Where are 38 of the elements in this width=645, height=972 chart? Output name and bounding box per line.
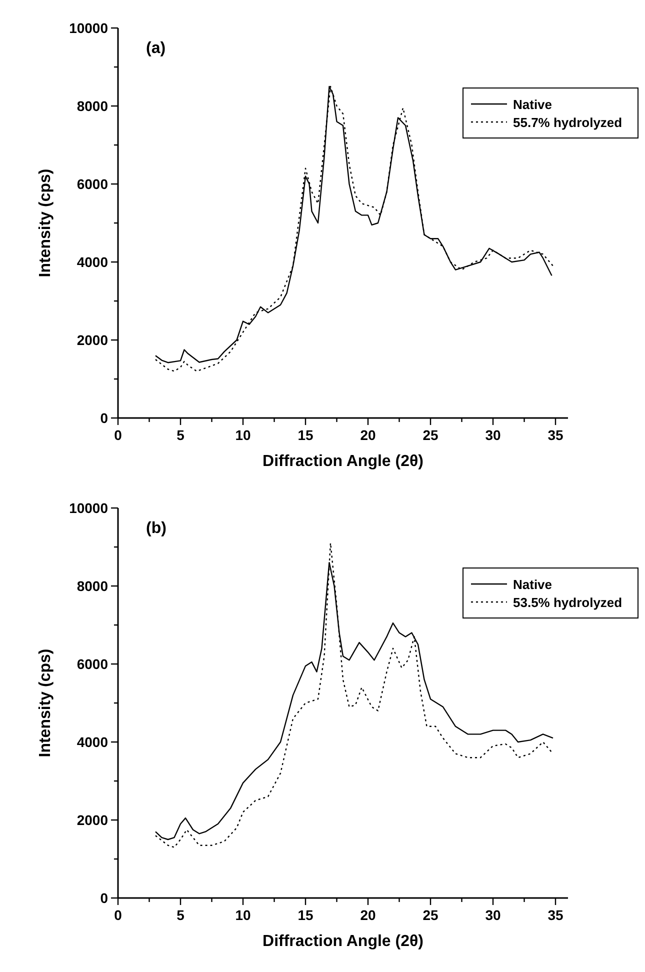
y-tick-label: 2000	[76, 332, 108, 348]
y-tick-label: 6000	[76, 656, 108, 672]
x-tick-label: 20	[360, 427, 376, 443]
y-axis-title: Intensity (cps)	[37, 168, 54, 278]
x-tick-label: 5	[176, 427, 185, 443]
legend-label: 53.5% hydrolyzed	[513, 595, 622, 610]
x-axis-title: Diffraction Angle (2θ)	[262, 453, 424, 470]
y-tick-label: 4000	[76, 254, 108, 270]
x-tick-label: 15	[298, 427, 314, 443]
annotation: (b)	[146, 520, 166, 537]
x-tick-label: 10	[235, 907, 251, 923]
x-tick-label: 30	[485, 427, 501, 443]
legend-label: 55.7% hydrolyzed	[513, 115, 622, 130]
x-tick-label: 35	[548, 907, 564, 923]
annotation: (a)	[146, 40, 166, 57]
x-tick-label: 30	[485, 907, 501, 923]
y-axis-title: Intensity (cps)	[37, 648, 54, 758]
x-axis-title: Diffraction Angle (2θ)	[262, 933, 424, 950]
y-tick-label: 0	[100, 410, 108, 426]
y-tick-label: 8000	[76, 578, 108, 594]
y-tick-label: 10000	[69, 500, 108, 516]
y-tick-label: 2000	[76, 812, 108, 828]
x-tick-label: 25	[422, 427, 438, 443]
x-tick-label: 20	[360, 907, 376, 923]
legend-label: Native	[513, 577, 552, 592]
x-tick-label: 15	[298, 907, 314, 923]
x-tick-label: 35	[548, 427, 564, 443]
y-tick-label: 6000	[76, 176, 108, 192]
x-tick-label: 0	[114, 907, 122, 923]
x-tick-label: 25	[422, 907, 438, 923]
x-tick-label: 5	[176, 907, 185, 923]
y-tick-label: 10000	[69, 20, 108, 36]
legend-label: Native	[513, 97, 552, 112]
y-tick-label: 4000	[76, 734, 108, 750]
x-tick-label: 0	[114, 427, 122, 443]
y-tick-label: 0	[100, 890, 108, 906]
x-tick-label: 10	[235, 427, 251, 443]
y-tick-label: 8000	[76, 98, 108, 114]
